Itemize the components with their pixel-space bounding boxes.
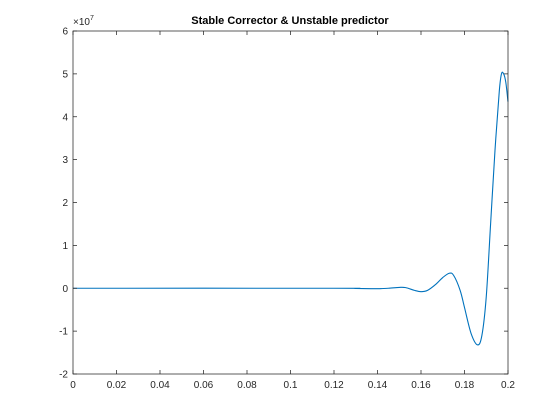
y-tick-label: 1 — [62, 241, 68, 252]
y-exponent-power: 7 — [90, 15, 94, 22]
y-tick-label: 6 — [62, 27, 68, 38]
x-tick-label: 0.06 — [194, 380, 214, 391]
x-tick-label: 0.14 — [368, 380, 388, 391]
y-tick-label: -2 — [59, 370, 68, 381]
series-line — [72, 71, 509, 346]
chart-title: Stable Corrector & Unstable predictor — [191, 15, 389, 27]
x-tick-label: 0.02 — [107, 380, 127, 391]
x-tick-label: 0.1 — [284, 380, 298, 391]
y-exponent-base: ×10 — [73, 17, 90, 28]
plot-area — [72, 30, 509, 375]
y-tick-label: 2 — [62, 198, 68, 209]
y-tick-label: 4 — [62, 112, 68, 123]
y-exponent-label: ×107 — [73, 15, 94, 28]
x-axis: 0 0.02 0.04 0.06 0.08 0.1 0.12 0.14 0.16 0.18 0.2 — [70, 31, 515, 391]
y-axis: -2 -1 0 1 2 3 4 5 6 — [59, 27, 508, 381]
axes-background — [73, 31, 508, 374]
x-tick-label: 0.04 — [150, 380, 170, 391]
x-tick-label: 0.2 — [501, 380, 515, 391]
x-tick-label: 0.18 — [455, 380, 475, 391]
series-layer — [72, 71, 509, 346]
x-tick-label: 0.12 — [324, 380, 344, 391]
x-tick-label: 0.16 — [411, 380, 431, 391]
y-tick-label: -1 — [59, 327, 68, 338]
y-tick-label: 5 — [62, 69, 68, 80]
x-tick-label: 0.08 — [237, 380, 257, 391]
y-tick-label: 3 — [62, 155, 68, 166]
y-tick-label: 0 — [62, 284, 68, 295]
x-tick-label: 0 — [70, 380, 76, 391]
